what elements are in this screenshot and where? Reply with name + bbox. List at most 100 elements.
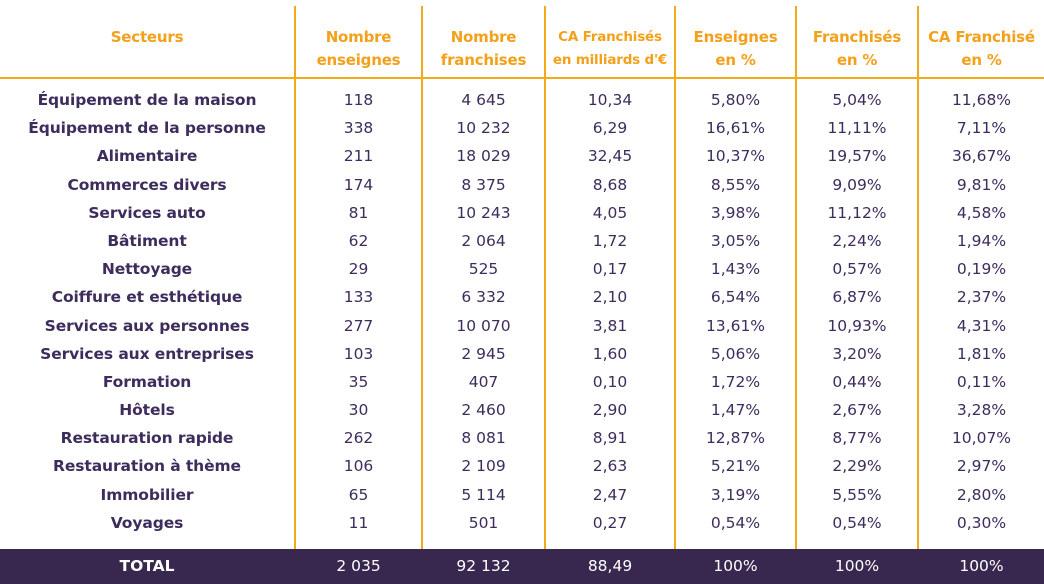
- cell-nombre-franchises: 10 070: [456, 316, 511, 335]
- cell-nombre-enseignes: 277: [343, 316, 374, 335]
- cell-enseignes-pct: 8,55%: [710, 175, 761, 194]
- cell-ca-franchises: 0,17: [592, 260, 628, 279]
- cell-nombre-enseignes: 262: [343, 429, 374, 448]
- cell-franchises-pct: 2,29%: [832, 457, 882, 476]
- total-row: TOTAL 2 035 92 132 88,49 100% 100% 100%: [0, 549, 1044, 584]
- table-row: Hôtels 30 2 460 2,90 1,47% 2,67% 3,28%: [0, 396, 1044, 424]
- table-row: Services aux entreprises 103 2 945 1,60 …: [0, 340, 1044, 368]
- cell-nombre-franchises: 8 081: [461, 429, 506, 448]
- cell-ca-franchises: 0,27: [592, 513, 628, 532]
- cell-ca-franchises: 4,05: [592, 203, 628, 222]
- table-row: Formation 35 407 0,10 1,72% 0,44% 0,11%: [0, 368, 1044, 396]
- cell-enseignes-pct: 5,06%: [710, 344, 761, 363]
- cell-enseignes-pct: 16,61%: [705, 119, 766, 138]
- cell-ca-franchise-pct: 3,28%: [956, 401, 1007, 420]
- table-row: Services aux personnes 277 10 070 3,81 1…: [0, 312, 1044, 340]
- cell-nombre-franchises: 6 332: [461, 288, 506, 307]
- cell-sector: Voyages: [110, 513, 184, 532]
- cell-ca-franchise-pct: 1,81%: [956, 344, 1007, 363]
- cell-ca-franchises: 8,91: [592, 429, 628, 448]
- cell-sector: Bâtiment: [107, 231, 187, 250]
- header-franchises-pct: Franchisés en %: [812, 28, 902, 69]
- cell-enseignes-pct: 5,21%: [710, 457, 761, 476]
- cell-franchises-pct: 11,12%: [827, 203, 887, 222]
- cell-nombre-franchises: 501: [468, 513, 499, 532]
- cell-nombre-enseignes: 62: [348, 231, 369, 250]
- cell-sector: Immobilier: [100, 485, 194, 504]
- cell-nombre-enseignes: 30: [348, 401, 369, 420]
- cell-franchises-pct: 10,93%: [827, 316, 887, 335]
- cell-nombre-enseignes: 211: [343, 147, 374, 166]
- table-row: Coiffure et esthétique 133 6 332 2,10 6,…: [0, 283, 1044, 311]
- total-nombre-franchises: 92 132: [456, 557, 511, 575]
- cell-ca-franchises: 2,47: [592, 485, 628, 504]
- cell-enseignes-pct: 0,54%: [710, 513, 761, 532]
- cell-enseignes-pct: 3,05%: [710, 231, 761, 250]
- cell-ca-franchises: 0,10: [592, 372, 628, 391]
- cell-enseignes-pct: 12,87%: [705, 429, 766, 448]
- cell-ca-franchise-pct: 0,19%: [956, 260, 1007, 279]
- cell-nombre-enseignes: 103: [343, 344, 374, 363]
- table-row: Équipement de la personne 338 10 232 6,2…: [0, 114, 1044, 142]
- cell-sector: Nettoyage: [101, 260, 193, 279]
- cell-ca-franchises: 6,29: [592, 119, 628, 138]
- cell-ca-franchise-pct: 2,37%: [956, 288, 1007, 307]
- cell-franchises-pct: 19,57%: [827, 147, 887, 166]
- cell-franchises-pct: 0,57%: [832, 260, 882, 279]
- column-divider: [544, 6, 546, 549]
- header-ca-franchise-pct: CA Franchisé en %: [928, 28, 1035, 69]
- cell-sector: Coiffure et esthétique: [51, 288, 243, 307]
- cell-ca-franchises: 2,90: [592, 401, 628, 420]
- table-row: Immobilier 65 5 114 2,47 3,19% 5,55% 2,8…: [0, 481, 1044, 509]
- cell-franchises-pct: 9,09%: [832, 175, 882, 194]
- cell-ca-franchises: 2,10: [592, 288, 628, 307]
- cell-nombre-enseignes: 11: [348, 513, 369, 532]
- header-enseignes-pct: Enseignes en %: [693, 28, 778, 69]
- cell-nombre-enseignes: 81: [348, 203, 369, 222]
- cell-nombre-franchises: 18 029: [456, 147, 511, 166]
- cell-nombre-franchises: 2 945: [461, 344, 506, 363]
- cell-sector: Services aux entreprises: [40, 344, 254, 363]
- cell-ca-franchises: 10,34: [587, 91, 633, 109]
- cell-nombre-franchises: 2 064: [461, 231, 506, 250]
- cell-franchises-pct: 2,67%: [832, 401, 882, 420]
- cell-ca-franchise-pct: 4,31%: [956, 316, 1007, 335]
- cell-nombre-enseignes: 338: [343, 119, 374, 138]
- table-row: Restauration rapide 262 8 081 8,91 12,87…: [0, 424, 1044, 452]
- total-nombre-enseignes: 2 035: [336, 557, 381, 575]
- cell-nombre-franchises: 2 460: [461, 401, 506, 420]
- cell-nombre-enseignes: 29: [348, 260, 369, 279]
- header-nombre-franchises: Nombre franchises: [440, 28, 527, 69]
- cell-ca-franchise-pct: 2,80%: [956, 485, 1007, 504]
- cell-ca-franchise-pct: 10,07%: [951, 429, 1012, 448]
- cell-franchises-pct: 0,44%: [832, 372, 882, 391]
- cell-nombre-franchises: 10 243: [456, 203, 511, 222]
- cell-enseignes-pct: 1,72%: [710, 372, 761, 391]
- cell-enseignes-pct: 3,98%: [710, 203, 761, 222]
- cell-franchises-pct: 3,20%: [832, 344, 882, 363]
- column-divider: [674, 6, 676, 549]
- cell-ca-franchises: 2,63: [592, 457, 628, 476]
- cell-enseignes-pct: 10,37%: [705, 147, 766, 166]
- cell-nombre-enseignes: 35: [348, 372, 369, 391]
- cell-ca-franchise-pct: 11,68%: [951, 91, 1012, 109]
- table-header: Secteurs Nombre enseignes Nombre franchi…: [0, 0, 1044, 78]
- cell-sector: Restauration rapide: [60, 429, 234, 448]
- cell-ca-franchise-pct: 9,81%: [956, 175, 1007, 194]
- cell-nombre-franchises: 2 109: [461, 457, 506, 476]
- column-divider: [795, 6, 797, 549]
- header-nombre-enseignes: Nombre enseignes: [316, 28, 401, 69]
- cell-nombre-enseignes: 174: [343, 175, 374, 194]
- total-franchises-pct: 100%: [834, 557, 880, 575]
- cell-nombre-franchises: 8 375: [461, 175, 506, 194]
- cell-ca-franchises: 8,68: [592, 175, 628, 194]
- cell-ca-franchise-pct: 1,94%: [956, 231, 1007, 250]
- cell-ca-franchise-pct: 0,30%: [956, 513, 1007, 532]
- table-row: Services auto 81 10 243 4,05 3,98% 11,12…: [0, 199, 1044, 227]
- table-row: Voyages 11 501 0,27 0,54% 0,54% 0,30%: [0, 509, 1044, 537]
- cell-nombre-franchises: 4 645: [461, 91, 506, 109]
- total-ca-franchises: 88,49: [587, 557, 633, 575]
- cell-nombre-enseignes: 133: [343, 288, 374, 307]
- table-row: Commerces divers 174 8 375 8,68 8,55% 9,…: [0, 171, 1044, 199]
